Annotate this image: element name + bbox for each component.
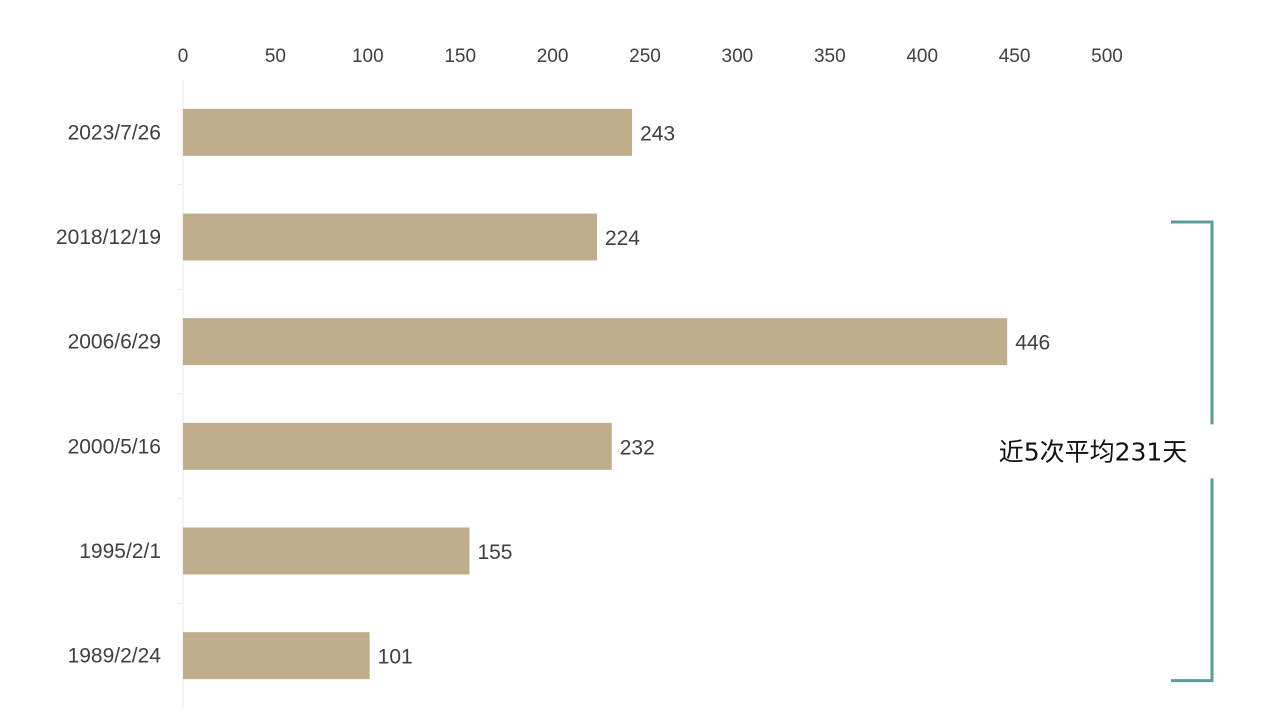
- bar: [183, 632, 370, 680]
- data-label: 232: [620, 436, 655, 459]
- x-tick-label: 0: [178, 46, 189, 67]
- bar: [183, 318, 1008, 366]
- x-tick-label: 500: [1091, 46, 1123, 67]
- x-tick-label: 250: [629, 46, 661, 67]
- category-label: 2023/7/26: [68, 121, 161, 144]
- bar: [183, 213, 597, 261]
- data-label: 243: [640, 122, 675, 145]
- data-label: 224: [605, 227, 640, 250]
- category-label: 1989/2/24: [68, 645, 162, 668]
- x-tick-label: 350: [814, 46, 846, 67]
- bar: [183, 108, 633, 156]
- category-labels: 2023/7/26 2018/12/19 2006/6/29 2000/5/16 199…: [56, 121, 161, 667]
- x-tick-label: 150: [444, 46, 476, 67]
- data-labels: 243 224 446 232 155 101: [378, 122, 1051, 668]
- x-tick-label: 200: [537, 46, 569, 67]
- x-tick-label: 450: [999, 46, 1031, 67]
- x-tick-label: 400: [906, 46, 938, 67]
- bracket-bottom-segment: [1171, 478, 1214, 683]
- bars: [183, 108, 1008, 680]
- average-bracket: 近5次平均231天: [999, 220, 1214, 683]
- x-tick-label: 50: [265, 46, 286, 67]
- category-label: 1995/2/1: [79, 540, 161, 563]
- category-label: 2018/12/19: [56, 226, 161, 249]
- category-label: 2000/5/16: [68, 435, 161, 458]
- average-annotation: 近5次平均231天: [999, 437, 1188, 466]
- data-label: 101: [378, 646, 413, 669]
- x-tick-label: 300: [722, 46, 754, 67]
- bracket-top-segment: [1171, 220, 1214, 425]
- data-label: 446: [1015, 332, 1050, 355]
- data-label: 155: [477, 541, 512, 564]
- bar: [183, 527, 470, 575]
- x-axis-ticks: 0 50 100 150 200 250 300 350 400 450 500: [178, 46, 1123, 67]
- y-axis-tick-marks: [177, 184, 183, 604]
- bar: [183, 422, 612, 470]
- x-tick-label: 100: [352, 46, 384, 67]
- category-label: 2006/6/29: [68, 331, 161, 354]
